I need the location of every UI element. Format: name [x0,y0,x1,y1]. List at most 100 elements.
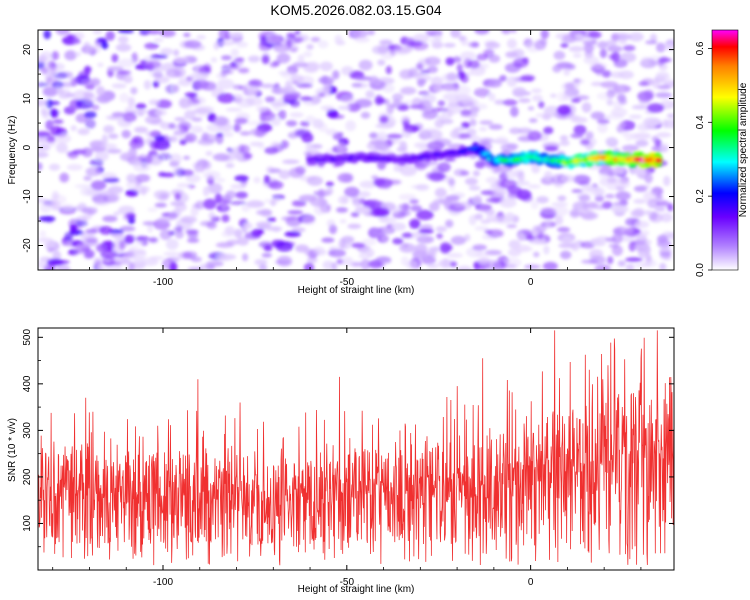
noise-blob [207,182,223,194]
noise-blob [565,114,581,120]
noise-blob [474,225,489,231]
noise-blob [336,258,345,265]
noise-blob [55,133,72,144]
noise-blob [569,208,579,219]
noise-blob [275,98,284,103]
noise-blob [246,200,265,208]
noise-blob [527,130,542,142]
noise-blob [354,76,372,81]
noise-blob [85,84,95,90]
noise-blob [644,245,651,255]
noise-blob [182,251,198,260]
x-tick-label: -50 [340,577,355,588]
noise-blob [520,74,536,82]
noise-blob [159,30,176,38]
noise-blob [45,98,53,110]
noise-blob [38,260,48,269]
noise-blob [287,210,304,215]
noise-blob [382,83,395,93]
noise-blob [215,133,224,145]
noise-blob [437,115,446,120]
noise-blob [215,199,230,205]
noise-blob [628,114,643,120]
noise-blob [277,109,287,120]
noise-blob [473,194,482,204]
noise-blob [258,241,273,248]
noise-blob [173,49,180,57]
noise-blob [660,212,673,223]
colorbar-tick-label: 0.2 [695,189,706,203]
noise-blob [220,70,234,75]
noise-blob [137,112,145,117]
noise-blob [108,133,119,139]
noise-blob [38,99,49,107]
noise-blob [467,59,480,69]
noise-blob [285,80,292,91]
noise-blob [414,142,430,149]
noise-blob [376,97,386,104]
noise-blob [145,131,160,137]
noise-blob [494,99,506,105]
noise-blob [597,41,608,49]
noise-blob [143,80,152,90]
noise-blob [527,184,541,189]
noise-blob [91,104,100,111]
noise-blob [410,184,428,189]
noise-blob [278,70,290,76]
noise-blob [625,217,638,227]
noise-blob [205,151,213,156]
colorbar-label: Normalized spectral amplitude [738,82,749,217]
noise-blob [117,58,135,68]
noise-blob [489,165,507,175]
noise-blob [319,61,333,72]
noise-blob [291,80,299,85]
snr-x-label: Height of straight line (km) [298,584,415,595]
noise-blob [115,43,132,52]
noise-blob [187,238,200,243]
noise-blob [56,88,65,95]
noise-blob [190,206,199,217]
noise-blob [84,111,97,119]
noise-blob [420,69,430,75]
snr-frame [37,327,675,571]
noise-blob [443,43,456,48]
noise-blob [645,40,658,45]
noise-blob [248,85,259,97]
noise-blob [317,188,325,200]
noise-blob [305,61,320,71]
noise-blob [351,242,366,248]
noise-blob [64,231,74,241]
noise-blob [354,36,371,43]
noise-blob [122,213,134,221]
noise-blob [165,238,179,250]
noise-blob [581,184,596,193]
noise-blob [483,48,495,58]
noise-blob [440,118,454,125]
noise-blob [634,220,650,229]
noise-blob [185,174,201,183]
noise-blob [46,77,59,87]
noise-blob [149,140,161,150]
noise-blob [258,264,268,270]
noise-blob [162,258,175,269]
noise-blob [641,56,651,65]
noise-blob [336,207,348,213]
noise-blob [517,232,525,242]
noise-blob [610,71,625,79]
noise-blob [492,188,507,197]
snr-panel: -100 -50 0 100 200 300 400 500 Height of strai… [7,327,675,595]
noise-blob [322,84,331,95]
noise-blob [278,169,291,180]
noise-blob [56,264,71,270]
noise-blob [248,55,261,63]
y-tick-label: 10 [22,93,33,105]
noise-blob [75,220,88,227]
noise-blob [125,156,138,161]
noise-blob [113,211,120,216]
noise-blob [150,54,169,59]
noise-blob [409,104,424,110]
noise-blob [599,48,608,59]
noise-blob [201,160,212,170]
x-tick-label: -100 [153,277,173,288]
noise-blob [590,111,605,120]
